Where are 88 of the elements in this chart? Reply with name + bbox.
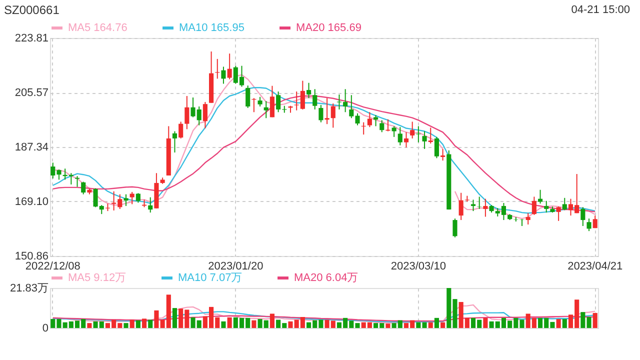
bar — [556, 319, 561, 328]
candlestick — [318, 104, 324, 123]
candlestick — [124, 194, 128, 206]
bar — [386, 324, 390, 328]
candlestick — [202, 101, 208, 129]
x-tick-label: 2023/03/10 — [390, 260, 446, 272]
candlestick — [404, 132, 409, 148]
bar — [136, 320, 140, 328]
candlestick — [270, 85, 274, 118]
candlestick — [428, 127, 433, 144]
bar — [434, 318, 439, 328]
candlestick — [312, 88, 318, 110]
candlestick — [380, 120, 384, 133]
candlestick — [526, 212, 530, 226]
candlestick — [538, 189, 543, 204]
bar — [270, 314, 274, 328]
candlestick — [458, 192, 464, 221]
candlestick — [470, 199, 476, 212]
candlestick — [392, 126, 396, 138]
candlestick — [81, 181, 86, 195]
candlestick — [483, 198, 488, 218]
y-tick-label: 150.86 — [14, 250, 48, 262]
candlestick — [246, 85, 250, 108]
candlestick — [410, 121, 415, 139]
candlestick — [398, 126, 402, 146]
bar — [87, 323, 92, 328]
x-tick-label: 2022/12/08 — [25, 260, 80, 272]
y-tick-label: 205.57 — [14, 87, 48, 100]
y-tick-label: 187.34 — [14, 141, 48, 154]
bar — [221, 321, 226, 328]
legend-label: MA20 165.69 — [296, 22, 362, 34]
candlestick — [562, 197, 567, 211]
chart-title: SZ000661 — [4, 3, 60, 17]
candlestick — [422, 130, 427, 150]
candlestick — [452, 218, 458, 238]
y-tick-label: 223.81 — [14, 32, 48, 44]
text: 04-21 15:00 — [571, 4, 630, 16]
bar — [483, 318, 488, 328]
y-tick-label: 21.83万 — [10, 282, 48, 294]
candlestick — [416, 126, 421, 143]
candlestick — [258, 96, 262, 107]
bar — [252, 320, 256, 328]
candlestick — [172, 130, 178, 153]
bar — [148, 320, 153, 328]
candlestick — [544, 200, 549, 214]
y-tick-label: 0 — [42, 322, 48, 334]
bar — [562, 319, 567, 328]
candlestick — [324, 98, 330, 125]
candlestick — [580, 206, 586, 226]
bar — [172, 308, 178, 328]
candlestick — [130, 191, 134, 205]
legend-label: MA10 7.07万 — [178, 272, 242, 284]
x-tick-label: 2023/04/21 — [568, 260, 623, 272]
bar — [124, 323, 128, 328]
bar — [592, 312, 598, 328]
candlestick — [178, 121, 184, 139]
candlestick — [434, 136, 439, 159]
candlestick — [520, 218, 524, 226]
bar — [142, 318, 147, 328]
text: MA5 9.12万 — [68, 272, 126, 284]
candlestick — [221, 66, 226, 84]
candlestick — [440, 148, 446, 162]
candlestick — [74, 176, 80, 188]
candlestick — [374, 114, 378, 127]
candlestick — [184, 96, 190, 130]
candlestick — [592, 215, 598, 229]
candlestick — [227, 53, 232, 80]
bar — [154, 310, 159, 328]
bar — [440, 322, 446, 328]
y-tick-label: 169.10 — [14, 196, 48, 208]
legend-label: MA20 6.04万 — [294, 272, 358, 284]
candlestick — [306, 82, 312, 99]
candlestick — [532, 196, 536, 216]
candlestick — [264, 100, 268, 119]
x-tick-label: 2023/01/20 — [208, 260, 264, 272]
candlestick — [148, 196, 153, 214]
bar — [227, 317, 232, 328]
candlestick — [367, 112, 372, 128]
bar — [428, 322, 433, 328]
candlestick — [330, 102, 336, 128]
candlestick — [586, 218, 592, 232]
legend-label: MA10 165.95 — [179, 22, 244, 34]
candlestick — [556, 206, 561, 222]
candlestick — [136, 192, 140, 204]
candlestick — [477, 196, 482, 210]
bar — [130, 320, 134, 328]
line-series — [52, 311, 596, 323]
text: MA5 164.76 — [68, 22, 128, 34]
